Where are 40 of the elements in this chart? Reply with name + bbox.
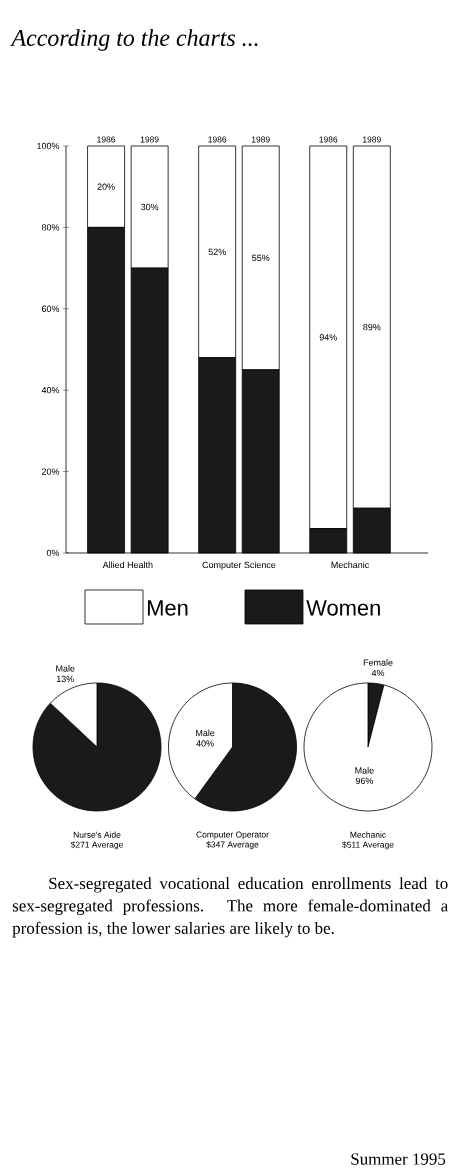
slice-label: Male xyxy=(355,767,374,774)
data-label: 89% xyxy=(363,323,381,331)
data-label: 20% xyxy=(97,183,115,190)
x-tick-label: 1989 xyxy=(251,136,270,143)
text: $347 Average xyxy=(206,841,259,850)
x-tick-label: 1986 xyxy=(208,136,227,143)
y-tick-label: 20% xyxy=(41,468,60,475)
data-label: 4% xyxy=(371,669,385,677)
y-tick-label: 80% xyxy=(41,224,60,231)
text: $511 Average xyxy=(342,841,394,850)
data-label: 30% xyxy=(141,203,159,211)
text: Sex-segregated vocational education enrollments lead to sex-segregated professions. The more female-dominated a profession is, the lower salaries are likely to be. xyxy=(12,877,448,938)
x-tick-label: 1986 xyxy=(97,136,116,143)
text: $271 Average xyxy=(70,841,123,850)
text: Computer Operator xyxy=(196,831,269,840)
text: Summer 1995 xyxy=(351,1153,446,1165)
slice-label: Male xyxy=(56,665,75,672)
text: Nurse's Aide xyxy=(73,831,121,838)
legend-label: Men xyxy=(147,600,188,616)
data-label: 13% xyxy=(56,675,74,683)
chart-title: According to the charts ... xyxy=(10,29,258,51)
data-label: 40% xyxy=(196,740,214,747)
data-label: 55% xyxy=(252,254,270,262)
x-tick-label: 1989 xyxy=(140,136,159,143)
x-tick-label: 1989 xyxy=(363,136,381,143)
y-tick-label: 0% xyxy=(46,549,60,557)
text: Allied Health xyxy=(102,561,153,569)
data-label: 52% xyxy=(208,248,226,255)
text: Mechanic xyxy=(331,561,369,569)
text: Mechanic xyxy=(350,831,386,838)
slice-label: Female xyxy=(363,659,393,666)
legend-label: Women xyxy=(306,600,380,616)
data-label: 94% xyxy=(319,334,337,341)
y-tick-label: 60% xyxy=(41,305,60,312)
y-tick-label: 40% xyxy=(41,387,60,394)
slice-label: Male xyxy=(196,729,215,737)
y-tick-label: 100% xyxy=(37,142,60,150)
x-tick-label: 1986 xyxy=(319,136,338,143)
data-label: 96% xyxy=(355,777,374,785)
text: Computer Science xyxy=(202,561,276,570)
